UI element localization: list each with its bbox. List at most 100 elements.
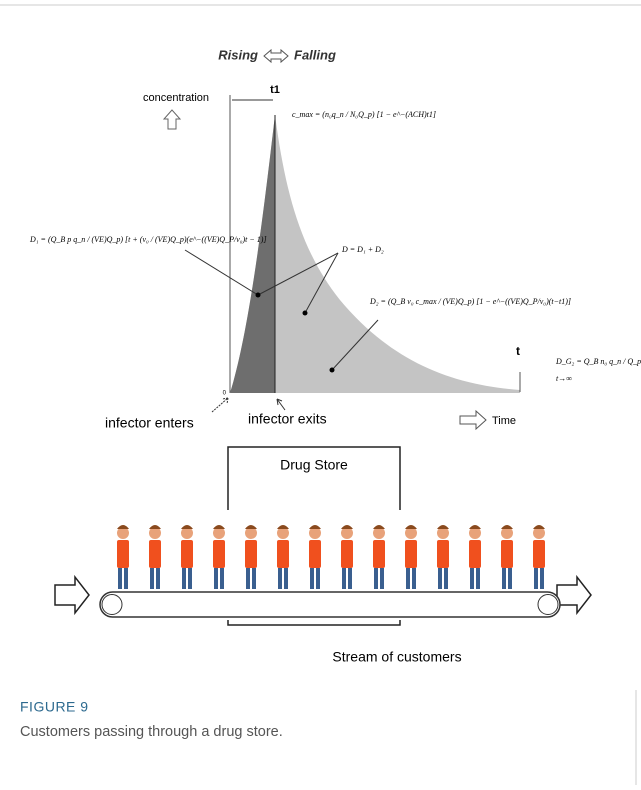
- time-label: Time: [492, 415, 516, 427]
- dot: [302, 310, 308, 316]
- hair: [181, 525, 193, 529]
- dg2-formula: D_G₂ = Q_B n₀ q_n / Q_p ACH: [555, 357, 641, 366]
- hair: [341, 525, 353, 529]
- cmax-formula: c_max = (n₀q_n / N₀Q_p) [1 − e^−(ACH)t1]: [292, 110, 436, 119]
- shirt: [469, 540, 481, 568]
- hair: [245, 525, 257, 529]
- out-arrow: [556, 574, 592, 616]
- leg: [214, 568, 218, 589]
- leg: [438, 568, 442, 589]
- leg: [534, 568, 538, 589]
- store-outline: [227, 446, 401, 510]
- hair: [309, 525, 321, 529]
- head: [181, 527, 193, 539]
- leg: [150, 568, 154, 589]
- conveyor: [99, 591, 561, 618]
- leg: [342, 568, 346, 589]
- d1-formula: D₁ = (Q_B p q_n / (VE)Q_p) [t + (v₀ / (V…: [29, 235, 267, 244]
- t-label: t: [516, 344, 520, 358]
- rising-area: [230, 115, 275, 393]
- store-bracket: [227, 620, 401, 626]
- rising: Rising: [218, 47, 258, 62]
- leg: [246, 568, 250, 589]
- store-label: Drug Store: [280, 457, 348, 473]
- shirt: [373, 540, 385, 568]
- leg: [476, 568, 480, 589]
- leg: [310, 568, 314, 589]
- shirt: [149, 540, 161, 568]
- d-sum: D = D₁ + D₂: [341, 245, 384, 254]
- hair: [405, 525, 417, 529]
- caption-label: FIGURE 9: [20, 699, 89, 715]
- shirt: [213, 540, 225, 568]
- double-arrow: [263, 48, 289, 64]
- leg: [470, 568, 474, 589]
- hair: [533, 525, 545, 529]
- leg: [188, 568, 192, 589]
- leg: [284, 568, 288, 589]
- leg: [348, 568, 352, 589]
- shirt: [533, 540, 545, 568]
- leg: [406, 568, 410, 589]
- hair: [469, 525, 481, 529]
- y-axis-label: concentration: [143, 92, 209, 104]
- shirt: [245, 540, 257, 568]
- head: [501, 527, 513, 539]
- shirt: [277, 540, 289, 568]
- roller: [101, 594, 123, 615]
- leg: [316, 568, 320, 589]
- limit: t→∞: [556, 374, 572, 383]
- caption-text: Customers passing through a drug store.: [20, 724, 283, 740]
- hair: [149, 525, 161, 529]
- shirt: [437, 540, 449, 568]
- head: [245, 527, 257, 539]
- t1-label: t1: [270, 84, 280, 96]
- head: [309, 527, 321, 539]
- leg: [444, 568, 448, 589]
- head: [469, 527, 481, 539]
- leg: [380, 568, 384, 589]
- shirt: [341, 540, 353, 568]
- head: [373, 527, 385, 539]
- leg: [502, 568, 506, 589]
- shirt: [117, 540, 129, 568]
- leg: [278, 568, 282, 589]
- head: [341, 527, 353, 539]
- leg: [540, 568, 544, 589]
- shirt: [405, 540, 417, 568]
- in-arrow: [54, 574, 90, 616]
- leg: [508, 568, 512, 589]
- leg: [124, 568, 128, 589]
- dot: [329, 367, 335, 373]
- origin-label: 0: [223, 391, 227, 397]
- falling-area: [230, 115, 520, 393]
- head: [405, 527, 417, 539]
- leg: [220, 568, 224, 589]
- time-arrow: [459, 409, 487, 431]
- enter-pointer: [211, 397, 229, 413]
- exits-label: infector exits: [248, 411, 327, 427]
- dot: [255, 292, 261, 298]
- up-arrow: [162, 109, 182, 130]
- leg: [374, 568, 378, 589]
- head: [533, 527, 545, 539]
- hair: [501, 525, 513, 529]
- head: [277, 527, 289, 539]
- stream-label: Stream of customers: [332, 649, 461, 665]
- shirt: [501, 540, 513, 568]
- customers: [117, 525, 545, 589]
- pointers: [184, 249, 379, 371]
- shirt: [309, 540, 321, 568]
- hair: [277, 525, 289, 529]
- leg: [412, 568, 416, 589]
- falling: Falling: [294, 47, 336, 62]
- head: [437, 527, 449, 539]
- enters-label: infector enters: [105, 415, 194, 431]
- hair: [117, 525, 129, 529]
- head: [117, 527, 129, 539]
- hair: [437, 525, 449, 529]
- head: [149, 527, 161, 539]
- roller: [537, 594, 559, 615]
- hair: [213, 525, 225, 529]
